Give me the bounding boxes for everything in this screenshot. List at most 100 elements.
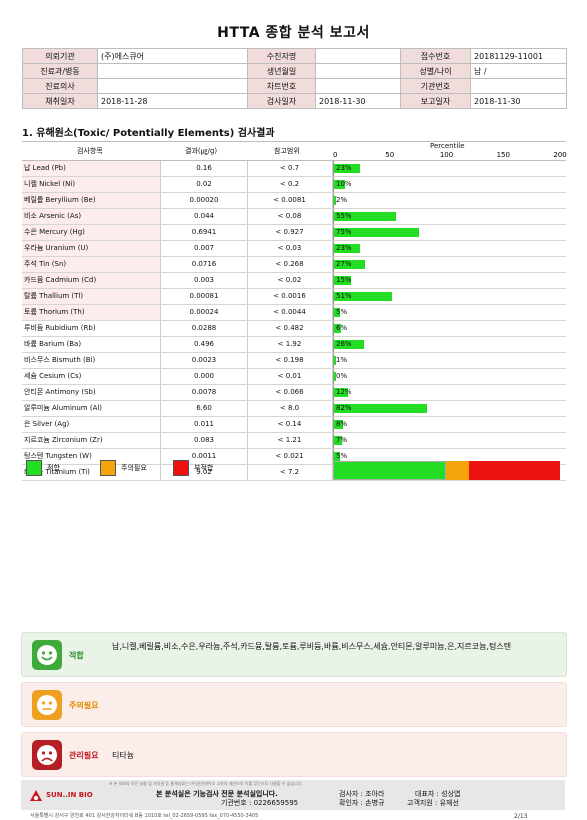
info-value: 남 /: [470, 63, 567, 79]
result-row: 루비듐 Rubidium (Rb) 0.0288 < 0.482 6%: [22, 321, 566, 337]
reference-range: < 1.21: [247, 433, 333, 448]
percentile-bar-area: 51%: [333, 289, 567, 304]
element-name: 토륨 Thorium (Th): [22, 305, 161, 320]
company-logo-icon: [29, 788, 43, 807]
percentile-label: 1%: [336, 356, 348, 364]
x-tick-label: 200: [553, 151, 566, 159]
percentile-bar: [334, 244, 361, 253]
reference-range: < 0.0081: [247, 193, 333, 208]
result-value: 6.60: [161, 401, 248, 416]
scale-bad: [469, 461, 560, 480]
element-name: 알루미늄 Aluminum (Al): [22, 401, 161, 416]
percentile-label: 55%: [336, 212, 352, 220]
results-table: 검사항목 결과(㎍/g) 참고범위 Percentile 0 50 100 150 20…: [22, 141, 567, 481]
info-label: 생년월일: [247, 63, 316, 79]
percentile-axis: 0 50 100 150 200: [333, 151, 567, 159]
info-value: 2018-11-28: [97, 93, 248, 109]
info-value: [97, 78, 248, 94]
summary-bad-text: 티타늄: [112, 751, 135, 760]
tester: 검사자 : 조아라: [339, 790, 385, 798]
element-name: 텅스텐 Tungsten (W): [22, 449, 161, 464]
result-row: 니켈 Nickel (Ni) 0.02 < 0.2 10%: [22, 177, 566, 193]
copyright-note: ※ 본 자료의 모든 내용 및 저작권 등 통계자료는 (주)선인바이오 고유의…: [109, 781, 303, 786]
element-name: 베릴륨 Beryllium (Be): [22, 193, 161, 208]
percentile-label: 7%: [336, 436, 348, 444]
percentile-bar-area: 82%: [333, 401, 567, 416]
percentile-label: 5%: [336, 452, 348, 460]
percentile-label: 26%: [336, 340, 352, 348]
result-value: 0.044: [161, 209, 248, 224]
percentile-bar: [334, 452, 340, 461]
percentile-bar-area: 26%: [333, 337, 567, 352]
scale-caution: [446, 461, 469, 480]
result-value: 0.496: [161, 337, 248, 352]
percentile-bar-area: 0%: [333, 369, 567, 384]
info-label: 보고일자: [400, 93, 471, 109]
summary-bad: 관리필요 티타늄: [21, 732, 567, 777]
reference-range: < 1.92: [247, 337, 333, 352]
result-row: 비소 Arsenic (As) 0.044 < 0.08 55%: [22, 209, 566, 225]
percentile-label: 6%: [336, 324, 348, 332]
institution-number: 기관번호 : 0226659595: [221, 799, 299, 807]
result-row: 안티몬 Antimony (Sb) 0.0078 < 0.066 12%: [22, 385, 566, 401]
summary-ok-label: 적합: [69, 651, 84, 660]
reference-range: < 7.2: [247, 465, 333, 480]
info-label: 수진자명: [247, 48, 316, 64]
reference-range: < 0.01: [247, 369, 333, 384]
info-value: [97, 63, 248, 79]
percentile-bar: [334, 164, 361, 173]
neutral-face-icon: [32, 690, 62, 720]
header-percentile: Percentile: [430, 142, 465, 150]
result-value: 0.0288: [161, 321, 248, 336]
result-value: 0.007: [161, 241, 248, 256]
percentile-label: 5%: [336, 308, 348, 316]
element-name: 수은 Mercury (Hg): [22, 225, 161, 240]
result-value: 0.00024: [161, 305, 248, 320]
result-row: 비스무스 Bismuth (Bi) 0.0023 < 0.198 1%: [22, 353, 566, 369]
happy-face-icon: [32, 640, 62, 670]
info-row: 채취일자 2018-11-28 검사일자 2018-11-30 보고일자 2018-11-…: [22, 93, 567, 109]
report-title: HTTA 종합 분석 보고서: [217, 25, 370, 41]
element-name: 우라늄 Uranium (U): [22, 241, 161, 256]
scale-ok: [333, 461, 446, 480]
legend-caution-swatch: [100, 460, 116, 476]
info-label: 검사일자: [247, 93, 316, 109]
percentile-bar: [334, 212, 397, 221]
percentile-label: 0%: [336, 372, 348, 380]
patient-info-table: 의뢰기관 (주)에스큐어 수진자명 접수번호 20181129-11001 진료과/병동 생…: [22, 48, 567, 109]
reference-range: < 0.14: [247, 417, 333, 432]
company-logo-text: SUN..IN BIO: [46, 791, 93, 799]
customer-support: 고객지원 : 유재선: [407, 799, 459, 807]
x-tick-label: 100: [440, 151, 453, 159]
result-value: 0.0716: [161, 257, 248, 272]
percentile-bar-area: 5%: [333, 305, 567, 320]
info-label: 진료과/병동: [22, 63, 98, 79]
element-name: 루비듐 Rubidium (Rb): [22, 321, 161, 336]
percentile-bar-area: 6%: [333, 321, 567, 336]
percentile-bar: [334, 180, 346, 189]
info-value: [315, 48, 401, 64]
summary-ok-text: 납,니켈,베릴륨,비소,수은,우라늄,주석,카드뮴,탈륨,토륨,루비듐,바륨,비…: [112, 642, 512, 651]
reference-range: < 0.02: [247, 273, 333, 288]
lab-statement: 본 분석실은 기능검사 전문 분석실입니다.: [156, 790, 278, 798]
percentile-bar: [334, 340, 364, 349]
info-row: 진료과/병동 생년월일 성별/나이 남 /: [22, 63, 567, 79]
percentile-bar: [334, 196, 337, 205]
percentile-bar-area: 1%: [333, 353, 567, 368]
element-name: 카드뮴 Cadmium (Cd): [22, 273, 161, 288]
result-value: 0.000: [161, 369, 248, 384]
percentile-label: 12%: [336, 388, 352, 396]
percentile-label: 51%: [336, 292, 352, 300]
reference-range: < 0.0016: [247, 289, 333, 304]
legend-ok-label: 적합: [47, 464, 60, 472]
element-name: 주석 Tin (Sn): [22, 257, 161, 272]
percentile-label: 8%: [336, 420, 348, 428]
element-name: 지르코늄 Zirconium (Zr): [22, 433, 161, 448]
summary-caution: 주의필요: [21, 682, 567, 727]
percentile-bar: [334, 260, 365, 269]
result-row: 카드뮴 Cadmium (Cd) 0.003 < 0.02 15%: [22, 273, 566, 289]
info-label: 접수번호: [400, 48, 471, 64]
result-row: 세슘 Cesium (Cs) 0.000 < 0.01 0%: [22, 369, 566, 385]
legend-caution-label: 주의필요: [121, 464, 147, 472]
percentile-bar: [334, 308, 340, 317]
